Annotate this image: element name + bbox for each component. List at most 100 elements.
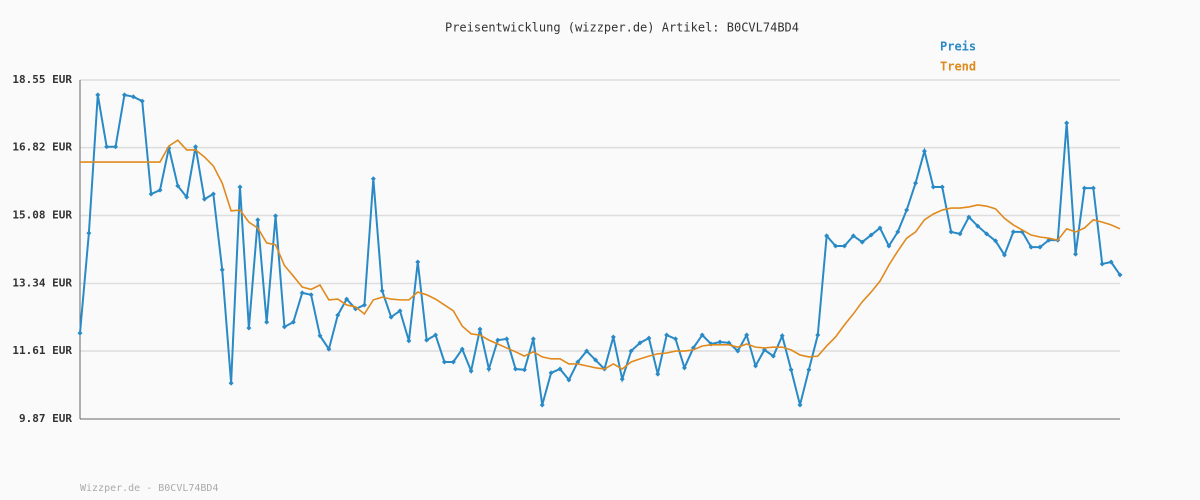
y-tick-label: 15.08 EUR: [12, 209, 72, 222]
legend-label: Trend: [940, 60, 976, 74]
data-point: [761, 347, 767, 353]
data-point: [237, 184, 243, 190]
data-point: [317, 333, 323, 339]
data-point: [521, 367, 527, 373]
data-point: [584, 348, 590, 354]
data-point: [993, 238, 999, 244]
data-point: [219, 267, 225, 273]
data-point: [95, 92, 101, 98]
data-point: [228, 380, 234, 386]
data-point: [735, 348, 741, 354]
data-point: [415, 259, 421, 265]
data-point: [664, 332, 670, 338]
data-point: [388, 314, 394, 320]
data-point: [744, 332, 750, 338]
data-point: [1064, 120, 1070, 126]
data-point: [104, 144, 110, 150]
data-point: [326, 346, 332, 352]
data-point: [406, 338, 412, 344]
chart-title: Preisentwicklung (wizzper.de) Artikel: B…: [445, 21, 799, 35]
data-point: [770, 353, 776, 359]
data-point: [361, 302, 367, 308]
data-point: [975, 223, 981, 229]
data-point: [299, 290, 305, 296]
data-point: [815, 332, 821, 338]
data-point: [779, 333, 785, 339]
data-point: [717, 339, 723, 345]
data-point: [1028, 244, 1034, 250]
data-point: [1037, 244, 1043, 250]
data-point: [806, 367, 812, 373]
data-point: [957, 231, 963, 237]
data-point: [1090, 185, 1096, 191]
data-point: [290, 319, 296, 325]
data-point: [673, 336, 679, 342]
data-point: [513, 366, 519, 372]
data-point: [1081, 185, 1087, 191]
data-point: [468, 368, 474, 374]
data-point: [797, 402, 803, 408]
data-point: [886, 243, 892, 249]
data-point: [753, 363, 759, 369]
data-point: [699, 332, 705, 338]
data-point: [877, 225, 883, 231]
data-point: [948, 229, 954, 235]
data-point: [495, 337, 501, 343]
y-tick-label: 18.55 EUR: [12, 73, 72, 86]
data-point: [335, 312, 341, 318]
data-point: [121, 92, 127, 98]
data-point: [824, 233, 830, 239]
data-point: [1010, 229, 1016, 235]
data-point: [1117, 272, 1123, 278]
data-point: [1108, 259, 1114, 265]
data-point: [130, 94, 136, 100]
data-point: [441, 359, 447, 365]
data-point: [610, 334, 616, 340]
data-point: [930, 184, 936, 190]
data-point: [859, 239, 865, 245]
data-point: [841, 243, 847, 249]
y-tick-label: 9.87 EUR: [19, 412, 72, 425]
data-point: [833, 243, 839, 249]
series-line: [79, 93, 1121, 406]
data-point: [681, 365, 687, 371]
data-point: [1001, 252, 1007, 258]
data-point: [344, 296, 350, 302]
data-point: [139, 98, 145, 104]
y-tick-label: 13.34 EUR: [12, 276, 72, 289]
data-point: [619, 376, 625, 382]
data-point: [593, 357, 599, 363]
data-point: [148, 191, 154, 197]
data-point: [433, 332, 439, 338]
data-point: [379, 288, 385, 294]
data-point: [486, 366, 492, 372]
data-point: [175, 183, 181, 189]
data-point: [1099, 261, 1105, 267]
data-point: [850, 233, 856, 239]
data-point: [921, 148, 927, 154]
data-point: [628, 348, 634, 354]
data-point: [264, 319, 270, 325]
data-point: [77, 330, 83, 336]
data-point: [530, 336, 536, 342]
data-point: [868, 232, 874, 238]
legend-label: Preis: [940, 40, 976, 54]
data-point: [504, 336, 510, 342]
data-point: [370, 176, 376, 182]
data-point: [281, 324, 287, 330]
data-point: [210, 191, 216, 197]
y-tick-label: 16.82 EUR: [12, 141, 72, 154]
data-point: [566, 377, 572, 383]
data-point: [246, 325, 252, 331]
data-point: [788, 367, 794, 373]
data-point: [477, 326, 483, 332]
data-point: [895, 229, 901, 235]
data-point: [193, 144, 199, 150]
data-point: [157, 187, 163, 193]
data-point: [904, 207, 910, 213]
data-point: [273, 213, 279, 219]
data-point: [397, 308, 403, 314]
data-point: [655, 371, 661, 377]
data-point: [637, 340, 643, 346]
